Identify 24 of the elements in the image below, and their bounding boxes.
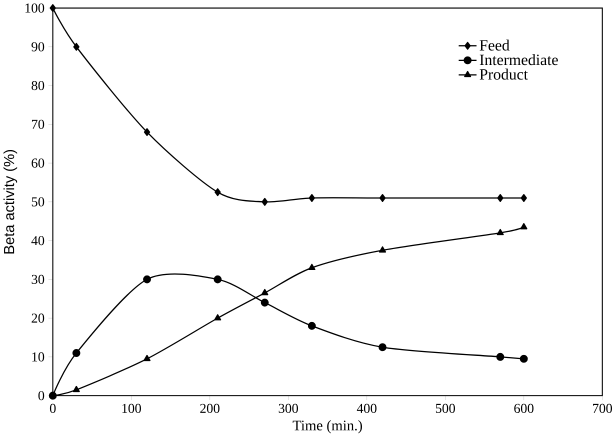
- y-tick-label: 40: [31, 236, 44, 246]
- legend-label: Feed: [480, 40, 510, 51]
- y-tick-label: 90: [32, 42, 44, 52]
- y-tick-label: 100: [25, 4, 44, 13]
- x-tick-label: 600: [514, 404, 534, 414]
- y-tick-label: 50: [32, 197, 44, 206]
- x-axis-title: Time (min.): [292, 420, 362, 434]
- legend-label: Product: [480, 68, 528, 80]
- x-tick-label: 200: [200, 404, 220, 414]
- x-tick-label: 500: [436, 404, 455, 414]
- x-tick-label: 400: [356, 404, 376, 414]
- y-tick-label: 60: [32, 158, 44, 168]
- legend-label: Intermediate: [480, 54, 558, 66]
- x-tick-label: 100: [122, 404, 141, 414]
- y-tick-label: 0: [38, 391, 44, 400]
- y-tick-label: 70: [32, 120, 44, 129]
- x-tick-label: 300: [278, 404, 298, 414]
- x-tick-label: 700: [593, 404, 612, 414]
- y-tick-label: 80: [32, 81, 44, 90]
- y-axis-title: Beta activity (%): [3, 150, 18, 254]
- y-tick-label: 20: [32, 314, 44, 323]
- y-tick-label: 30: [32, 274, 44, 284]
- x-tick-label: 0: [50, 404, 56, 414]
- y-tick-label: 10: [32, 352, 44, 362]
